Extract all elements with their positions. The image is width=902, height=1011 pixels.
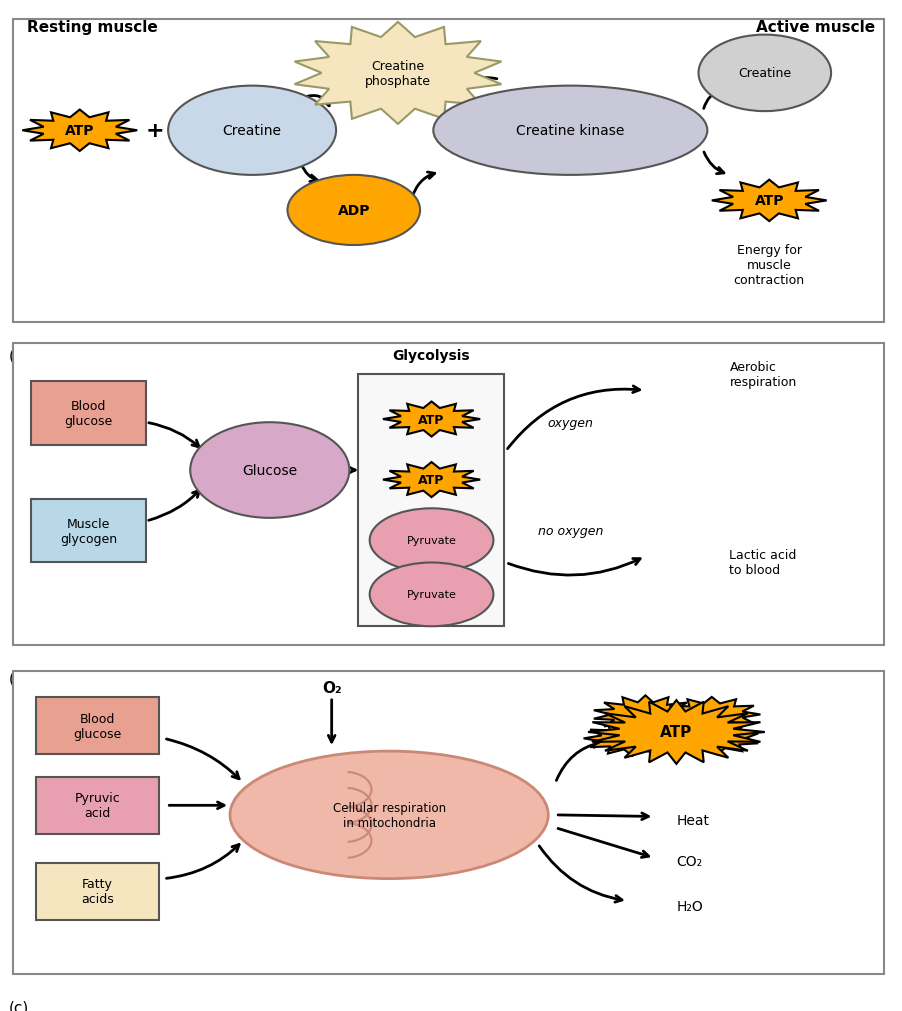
Polygon shape — [588, 701, 765, 764]
Ellipse shape — [698, 35, 831, 112]
Text: Pyruvate: Pyruvate — [407, 589, 456, 600]
Text: Fatty
acids: Fatty acids — [81, 878, 114, 906]
Text: (a): (a) — [9, 348, 30, 363]
Text: Resting muscle: Resting muscle — [27, 19, 158, 34]
Text: oxygen: oxygen — [548, 417, 594, 430]
Text: Creatine kinase: Creatine kinase — [516, 124, 624, 139]
FancyBboxPatch shape — [14, 19, 884, 323]
Text: Glucose: Glucose — [243, 464, 298, 477]
Text: CO₂: CO₂ — [676, 854, 703, 868]
Text: H₂O: H₂O — [676, 899, 704, 913]
Polygon shape — [674, 723, 759, 754]
Ellipse shape — [433, 87, 707, 176]
Polygon shape — [712, 181, 827, 221]
Text: ADP: ADP — [337, 204, 370, 217]
Text: Energy for
muscle
contraction: Energy for muscle contraction — [733, 244, 805, 286]
Text: Heat: Heat — [676, 813, 709, 827]
FancyBboxPatch shape — [14, 671, 884, 975]
Ellipse shape — [230, 751, 548, 879]
Polygon shape — [584, 721, 681, 756]
Ellipse shape — [370, 563, 493, 627]
Text: (b): (b) — [9, 671, 31, 686]
Text: Pyruvate: Pyruvate — [407, 536, 456, 546]
FancyBboxPatch shape — [35, 862, 160, 920]
FancyBboxPatch shape — [35, 698, 160, 754]
Polygon shape — [383, 463, 480, 497]
Text: Creatine: Creatine — [738, 68, 791, 80]
Text: ATP: ATP — [419, 473, 445, 486]
Text: Aerobic
respiration: Aerobic respiration — [730, 361, 796, 389]
FancyBboxPatch shape — [358, 375, 504, 627]
FancyBboxPatch shape — [14, 343, 884, 646]
Ellipse shape — [370, 509, 493, 572]
Polygon shape — [594, 696, 697, 734]
FancyBboxPatch shape — [35, 776, 160, 834]
Text: Muscle
glycogen: Muscle glycogen — [60, 517, 117, 545]
Text: no oxygen: no oxygen — [538, 525, 603, 538]
Text: Active muscle: Active muscle — [756, 19, 875, 34]
Text: +: + — [145, 121, 164, 142]
Text: ATP: ATP — [660, 725, 693, 740]
Text: Cellular respiration
in mitochondria: Cellular respiration in mitochondria — [333, 801, 446, 829]
FancyBboxPatch shape — [31, 381, 146, 445]
Text: Pyruvic
acid: Pyruvic acid — [75, 792, 120, 820]
FancyBboxPatch shape — [31, 499, 146, 563]
Ellipse shape — [288, 176, 420, 246]
Polygon shape — [23, 110, 137, 152]
Ellipse shape — [190, 423, 349, 519]
Polygon shape — [663, 698, 760, 732]
Polygon shape — [383, 402, 480, 437]
Text: Creatine
phosphate: Creatine phosphate — [365, 60, 431, 88]
Text: Glycolysis: Glycolysis — [392, 349, 470, 363]
Text: Blood
glucose: Blood glucose — [64, 399, 113, 428]
Text: ATP: ATP — [419, 413, 445, 426]
Text: ATP: ATP — [65, 124, 95, 139]
Text: Blood
glucose: Blood glucose — [73, 712, 122, 740]
Text: Creatine: Creatine — [223, 124, 281, 139]
Ellipse shape — [168, 87, 336, 176]
Text: (c): (c) — [9, 1000, 29, 1011]
Text: ATP: ATP — [754, 194, 784, 208]
Text: Lactic acid
to blood: Lactic acid to blood — [730, 549, 796, 577]
Text: O₂: O₂ — [322, 680, 342, 696]
Polygon shape — [295, 23, 502, 124]
